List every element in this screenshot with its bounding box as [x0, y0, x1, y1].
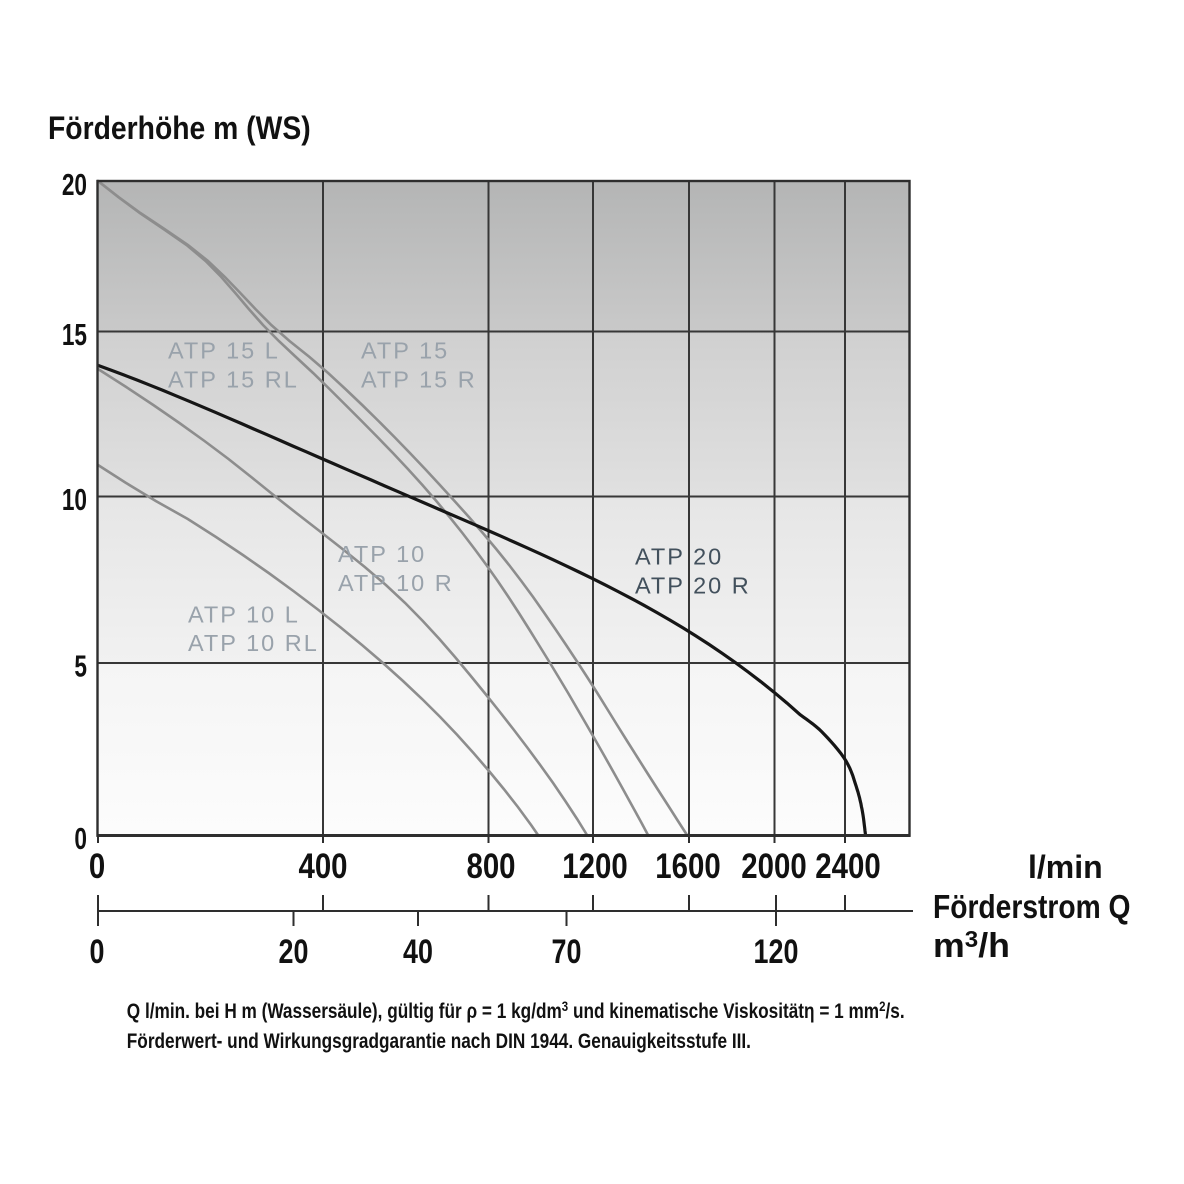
- svg-text:ATP 10: ATP 10: [338, 541, 426, 567]
- svg-text:Förderhöhe m (WS): Förderhöhe m (WS): [48, 111, 311, 146]
- svg-text:1600: 1600: [655, 847, 720, 886]
- svg-text:m3/h: m3/h: [933, 927, 1010, 965]
- svg-text:ATP 15 R: ATP 15 R: [361, 366, 477, 392]
- svg-text:0: 0: [90, 932, 105, 971]
- svg-text:0: 0: [74, 820, 87, 855]
- svg-text:1200: 1200: [562, 847, 627, 886]
- svg-text:Q l/min. bei H m (Wassersäule): Q l/min. bei H m (Wassersäule), gültig f…: [127, 998, 905, 1024]
- svg-text:ATP 10 R: ATP 10 R: [338, 570, 454, 596]
- svg-text:ATP 15: ATP 15: [361, 338, 449, 364]
- svg-text:ATP 15 RL: ATP 15 RL: [168, 366, 299, 392]
- svg-text:400: 400: [298, 847, 347, 886]
- svg-text:Förderstrom Q: Förderstrom Q: [933, 888, 1130, 926]
- svg-text:Förderwert- und Wirkungsgradga: Förderwert- und Wirkungsgradgarantie nac…: [127, 1031, 751, 1054]
- svg-text:10: 10: [62, 481, 87, 516]
- svg-text:ATP 10 L: ATP 10 L: [188, 601, 300, 627]
- svg-text:2400: 2400: [815, 847, 880, 886]
- svg-text:ATP 20: ATP 20: [635, 544, 723, 570]
- svg-text:l/min: l/min: [1028, 849, 1103, 885]
- svg-text:15: 15: [62, 316, 87, 351]
- svg-text:20: 20: [279, 932, 309, 971]
- svg-text:0: 0: [89, 847, 105, 886]
- svg-text:ATP 15 L: ATP 15 L: [168, 338, 280, 364]
- svg-text:800: 800: [466, 847, 515, 886]
- svg-text:20: 20: [62, 166, 87, 201]
- svg-text:2000: 2000: [741, 847, 806, 886]
- svg-text:5: 5: [74, 648, 87, 683]
- svg-text:70: 70: [552, 932, 582, 971]
- svg-text:ATP 20 R: ATP 20 R: [635, 573, 751, 599]
- svg-text:ATP 10 RL: ATP 10 RL: [188, 630, 319, 656]
- svg-text:40: 40: [403, 932, 433, 971]
- svg-text:120: 120: [754, 932, 799, 971]
